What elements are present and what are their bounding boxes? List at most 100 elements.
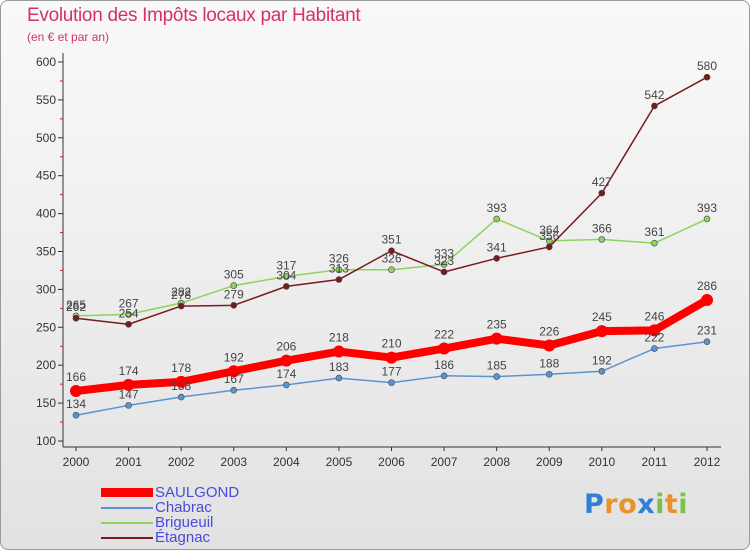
data-label-chabrac: 222 bbox=[644, 331, 664, 345]
legend-label: SAULGOND bbox=[155, 484, 240, 501]
data-label--tagnac: 427 bbox=[592, 175, 612, 189]
data-point-chabrac bbox=[177, 393, 185, 401]
data-point--tagnac bbox=[440, 268, 448, 276]
legend-label: Chabrac bbox=[155, 499, 212, 516]
data-label-brigueuil: 364 bbox=[539, 223, 559, 237]
x-tick-label: 2008 bbox=[483, 455, 510, 469]
data-label--tagnac: 254 bbox=[119, 306, 139, 320]
y-tick-label: 150 bbox=[36, 396, 56, 410]
data-point-brigueuil bbox=[283, 273, 290, 280]
x-tick-label: 2006 bbox=[378, 455, 405, 469]
data-point-chabrac bbox=[125, 402, 132, 409]
data-label-saulgond: 178 bbox=[171, 361, 191, 375]
data-point-chabrac bbox=[388, 379, 395, 386]
data-label-chabrac: 183 bbox=[329, 360, 349, 374]
data-label-chabrac: 185 bbox=[487, 359, 507, 373]
data-point-saulgond bbox=[438, 342, 451, 355]
data-label-saulgond: 192 bbox=[224, 350, 244, 364]
data-point--tagnac bbox=[703, 73, 711, 81]
legend-item: SAULGOND bbox=[101, 485, 239, 500]
data-point-brigueuil bbox=[703, 215, 711, 223]
data-point-chabrac bbox=[440, 372, 448, 380]
data-label-saulgond: 218 bbox=[329, 331, 349, 345]
data-label-saulgond: 226 bbox=[539, 324, 559, 338]
data-label-saulgond: 210 bbox=[381, 337, 401, 351]
data-label--tagnac: 262 bbox=[66, 300, 86, 314]
data-label--tagnac: 542 bbox=[644, 88, 664, 102]
data-point-chabrac bbox=[598, 367, 606, 375]
y-tick-label: 400 bbox=[36, 207, 56, 221]
logo-letter: i bbox=[655, 489, 665, 520]
x-tick-label: 2012 bbox=[694, 455, 721, 469]
data-point--tagnac bbox=[230, 302, 238, 309]
legend-label: Brigueuil bbox=[155, 514, 214, 531]
logo-letter: P bbox=[584, 489, 605, 520]
data-label-brigueuil: 326 bbox=[329, 252, 349, 266]
chart-title: Evolution des Impôts locaux par Habitant bbox=[27, 5, 361, 26]
data-label-brigueuil: 333 bbox=[434, 246, 454, 260]
data-label-brigueuil: 361 bbox=[644, 225, 664, 239]
legend-swatch bbox=[101, 488, 153, 497]
data-label-saulgond: 222 bbox=[434, 328, 454, 342]
data-label-brigueuil: 282 bbox=[171, 285, 191, 299]
data-label-saulgond: 166 bbox=[66, 370, 86, 384]
data-point--tagnac bbox=[283, 283, 290, 290]
data-label-chabrac: 192 bbox=[592, 353, 612, 367]
data-point-brigueuil bbox=[493, 215, 500, 223]
data-label-chabrac: 231 bbox=[697, 324, 717, 338]
data-point-brigueuil bbox=[335, 266, 343, 273]
data-label-brigueuil: 393 bbox=[697, 201, 717, 215]
legend-item: Brigueuil bbox=[101, 515, 239, 530]
data-label--tagnac: 304 bbox=[276, 268, 296, 282]
data-point--tagnac bbox=[545, 243, 553, 251]
y-tick-label: 100 bbox=[36, 434, 56, 448]
data-label-chabrac: 167 bbox=[224, 372, 244, 386]
data-label-brigueuil: 366 bbox=[592, 221, 612, 235]
legend: SAULGOND Chabrac Brigueuil Étagnac bbox=[101, 485, 239, 545]
chart-subtitle: (en € et par an) bbox=[27, 30, 110, 44]
data-point-saulgond bbox=[175, 375, 188, 388]
x-tick-label: 2004 bbox=[273, 455, 300, 469]
data-label-saulgond: 246 bbox=[644, 309, 664, 323]
legend-label: Étagnac bbox=[155, 529, 211, 546]
data-point-brigueuil bbox=[440, 261, 448, 268]
data-point--tagnac bbox=[335, 276, 343, 283]
x-tick-label: 2005 bbox=[326, 455, 353, 469]
y-tick-label: 250 bbox=[36, 320, 56, 334]
data-label-chabrac: 174 bbox=[276, 367, 296, 381]
logo-letter: x bbox=[637, 489, 656, 520]
y-tick-label: 550 bbox=[36, 93, 56, 107]
data-label-saulgond: 174 bbox=[119, 364, 139, 378]
data-label--tagnac: 341 bbox=[487, 240, 507, 254]
data-point-chabrac bbox=[335, 374, 343, 382]
legend-swatch bbox=[101, 521, 153, 524]
y-tick-label: 350 bbox=[36, 245, 56, 259]
data-point-brigueuil bbox=[125, 311, 132, 318]
data-label-brigueuil: 305 bbox=[224, 268, 244, 282]
data-label-chabrac: 188 bbox=[539, 356, 559, 370]
data-point--tagnac bbox=[493, 255, 500, 262]
data-point-saulgond bbox=[332, 345, 345, 358]
x-tick-label: 2002 bbox=[168, 455, 195, 469]
y-tick-label: 450 bbox=[36, 169, 56, 183]
y-tick-label: 300 bbox=[36, 282, 56, 296]
data-point-chabrac bbox=[545, 370, 553, 378]
legend-swatch bbox=[101, 506, 153, 509]
x-tick-label: 2010 bbox=[588, 455, 615, 469]
logo-letter: t bbox=[664, 489, 679, 520]
data-label-chabrac: 177 bbox=[381, 365, 401, 379]
data-point-chabrac bbox=[703, 338, 711, 346]
data-label-brigueuil: 317 bbox=[276, 259, 296, 273]
data-point--tagnac bbox=[72, 314, 80, 322]
data-label-saulgond: 286 bbox=[697, 279, 717, 293]
data-label-brigueuil: 326 bbox=[381, 252, 401, 266]
y-tick-label: 500 bbox=[36, 131, 56, 145]
data-label-chabrac: 158 bbox=[171, 379, 191, 393]
x-tick-label: 2003 bbox=[220, 455, 247, 469]
data-point-chabrac bbox=[283, 381, 290, 389]
data-point--tagnac bbox=[598, 189, 606, 197]
data-point-saulgond bbox=[648, 324, 661, 337]
data-label--tagnac: 279 bbox=[224, 287, 244, 301]
